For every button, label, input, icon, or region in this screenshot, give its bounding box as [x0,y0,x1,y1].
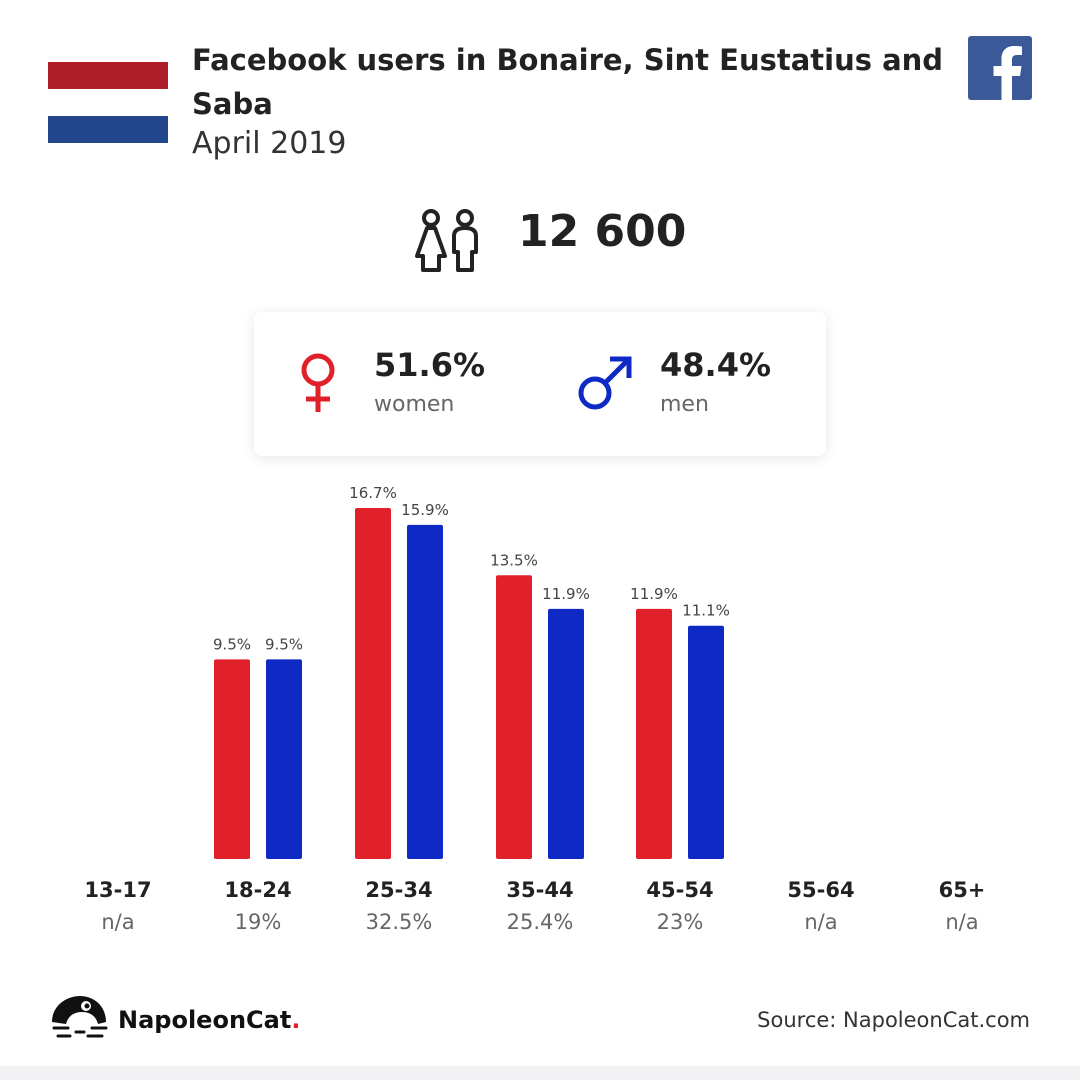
bar-women-25-34 [355,508,391,859]
page-title: Facebook users in Bonaire, Sint Eustatiu… [192,43,944,121]
age-category-share: n/a [945,910,979,934]
bar-value-label: 11.9% [542,585,590,603]
age-category-share: 25.4% [506,910,574,934]
age-category-share: 32.5% [365,910,433,934]
bar-value-label: 9.5% [265,635,303,653]
age-category-share: n/a [804,910,838,934]
age-category-label: 25-34 [365,878,433,902]
netherlands-flag-icon [48,62,168,143]
bar-women-45-54 [636,608,672,859]
age-category-share: 19% [234,910,282,934]
bar-women-35-44 [496,575,532,859]
age-group-25-34: 25-34 32.5% [329,878,469,934]
women-percentage: 51.6% [374,346,486,384]
bar-women-18-24 [214,659,250,859]
age-category-label: 35-44 [506,878,574,902]
age-category-share: 23% [656,910,704,934]
age-category-label: 13-17 [84,878,152,902]
page-subtitle: April 2019 [192,126,347,161]
age-category-share: n/a [101,910,135,934]
bar-value-label: 11.9% [630,585,678,603]
total-users-value: 12 600 [518,206,687,257]
bar-men-25-34 [407,524,443,859]
men-percentage: 48.4% [660,346,772,384]
footer-strip [0,1066,1080,1080]
age-group-65+: 65+ n/a [892,878,1032,934]
age-category-label: 18-24 [224,878,292,902]
users-icon [414,208,484,280]
bar-value-label: 9.5% [213,635,251,653]
age-gender-bar-chart: 9.5% 9.5%16.7%15.9%13.5%11.9% 11.9%11.1% [213,484,730,859]
bar-value-label: 13.5% [490,551,538,569]
age-group-35-44: 35-44 25.4% [470,878,610,934]
age-group-13-17: 13-17 n/a [48,878,188,934]
gender-split-card: 51.6% women 48.4% men [254,312,826,456]
napoleoncat-logo-icon [52,996,108,1038]
age-group-45-54: 45-54 23% [610,878,750,934]
bar-men-35-44 [548,608,584,859]
men-label: men [660,392,709,417]
age-category-label: 45-54 [646,878,714,902]
female-symbol-icon [301,353,335,412]
age-group-18-24: 18-24 19% [188,878,328,934]
bar-value-label: 16.7% [349,484,397,502]
facebook-logo-icon [968,36,1032,100]
bar-men-45-54 [688,625,724,859]
brand-name: NapoleonCat. [118,1006,301,1034]
age-category-label: 65+ [938,878,986,902]
bar-value-label: 11.1% [682,602,730,620]
male-symbol-icon [578,356,632,410]
bar-value-label: 15.9% [401,501,449,519]
women-label: women [374,392,455,417]
source-text: Source: NapoleonCat.com [757,1008,1030,1032]
bar-men-18-24 [266,659,302,859]
age-group-55-64: 55-64 n/a [751,878,891,934]
age-category-label: 55-64 [787,878,855,902]
